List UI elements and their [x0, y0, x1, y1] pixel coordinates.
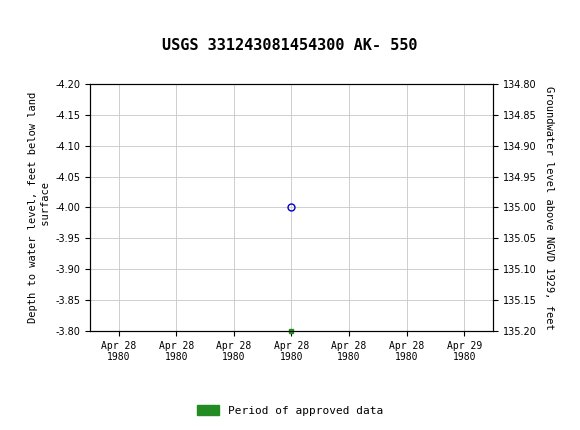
Y-axis label: Groundwater level above NGVD 1929, feet: Groundwater level above NGVD 1929, feet [543, 86, 553, 329]
Text: ▒USGS: ▒USGS [6, 9, 52, 27]
Text: USGS 331243081454300 AK- 550: USGS 331243081454300 AK- 550 [162, 38, 418, 52]
Legend: Period of approved data: Period of approved data [193, 401, 387, 420]
Y-axis label: Depth to water level, feet below land
 surface: Depth to water level, feet below land su… [28, 92, 51, 323]
